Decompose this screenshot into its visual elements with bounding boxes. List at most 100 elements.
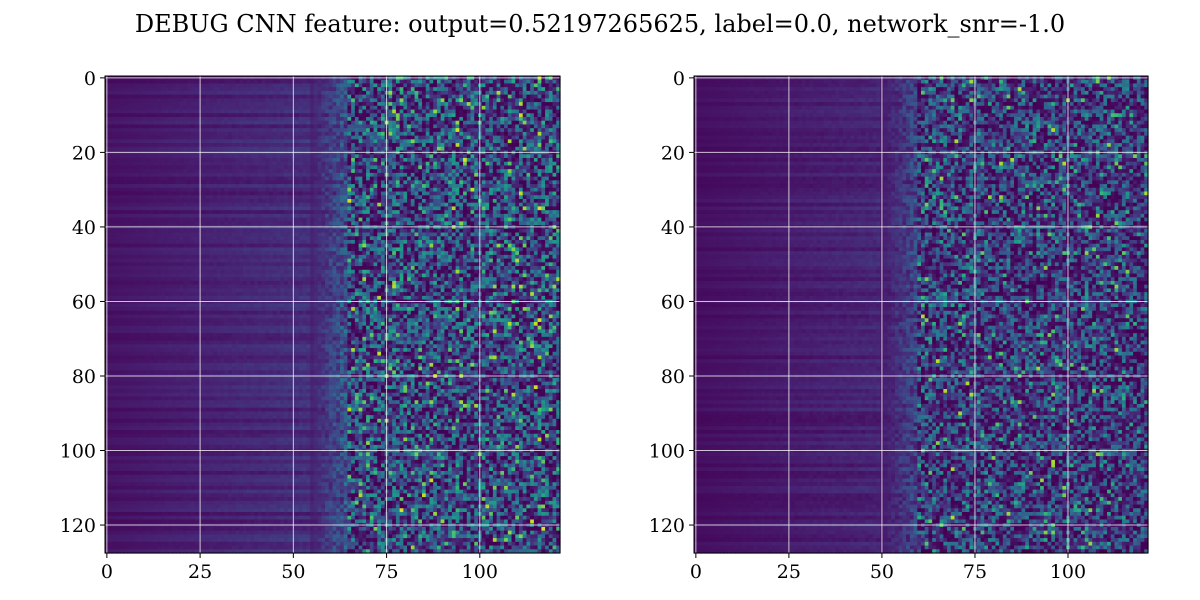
heatmap-cell: [518, 124, 524, 129]
heatmap-cell: [347, 102, 352, 107]
heatmap-cell: [556, 176, 561, 181]
heatmap-cell: [444, 202, 449, 208]
heatmap-cell: [537, 116, 542, 122]
heatmap-cell: [511, 217, 516, 222]
heatmap-cell: [287, 124, 293, 129]
heatmap-cell: [496, 161, 501, 167]
heatmap-cell: [533, 139, 539, 144]
heatmap-cell: [369, 102, 375, 107]
heatmap-cell: [552, 198, 557, 204]
heatmap-cell: [179, 128, 184, 133]
heatmap-cell: [298, 79, 304, 85]
heatmap-cell: [533, 213, 539, 219]
heatmap-cell: [422, 120, 427, 126]
heatmap-cell: [325, 90, 330, 96]
heatmap-cell: [489, 102, 494, 107]
heatmap-cell: [220, 113, 225, 118]
heatmap-cell: [310, 210, 315, 215]
heatmap-cell: [332, 113, 337, 118]
heatmap-cell: [366, 90, 371, 96]
heatmap-cell: [216, 161, 222, 167]
heatmap-cell: [239, 128, 244, 133]
heatmap-cell: [190, 131, 196, 137]
heatmap-cell: [388, 169, 393, 174]
heatmap-cell: [257, 146, 263, 152]
heatmap-cell: [246, 157, 252, 163]
heatmap-cell: [246, 87, 252, 92]
heatmap-cell: [108, 139, 114, 144]
heatmap-cell: [392, 102, 397, 107]
heatmap-cell: [298, 198, 304, 204]
heatmap-cell: [522, 202, 528, 208]
heatmap-cell: [485, 187, 490, 193]
heatmap-cell: [433, 221, 438, 226]
heatmap-cell: [388, 210, 393, 215]
heatmap-cell: [332, 202, 337, 208]
heatmap-cell: [518, 105, 524, 111]
heatmap-cell: [149, 165, 155, 170]
heatmap-cell: [526, 94, 531, 99]
heatmap-cell: [541, 79, 546, 85]
heatmap-cell: [511, 195, 516, 200]
heatmap-cell: [485, 213, 490, 219]
heatmap-cell: [392, 169, 397, 174]
heatmap-cell: [228, 172, 233, 178]
heatmap-cell: [440, 116, 445, 122]
heatmap-cell: [425, 135, 431, 140]
heatmap-cell: [272, 98, 278, 103]
heatmap-cell: [533, 154, 539, 159]
heatmap-cell: [201, 79, 207, 85]
heatmap-cell: [422, 83, 427, 88]
heatmap-cell: [138, 161, 143, 167]
heatmap-cell: [448, 116, 453, 122]
heatmap-cell: [485, 120, 490, 126]
heatmap-cell: [269, 90, 274, 96]
heatmap-cell: [280, 191, 285, 196]
heatmap-cell: [134, 206, 140, 211]
heatmap-cell: [373, 79, 378, 85]
heatmap-cell: [224, 169, 229, 174]
heatmap-cell: [149, 102, 155, 107]
heatmap-cell: [280, 135, 285, 140]
heatmap-cell: [134, 98, 140, 103]
heatmap-cell: [112, 87, 117, 92]
heatmap-cell: [183, 221, 188, 226]
heatmap-cell: [175, 113, 181, 118]
heatmap-cell: [451, 213, 457, 219]
heatmap-cell: [470, 139, 475, 144]
heatmap-cell: [138, 195, 143, 200]
heatmap-cell: [395, 105, 401, 111]
heatmap-cell: [235, 87, 240, 92]
heatmap-cell: [242, 169, 248, 174]
heatmap-cell: [317, 213, 322, 219]
heatmap-cell: [515, 102, 520, 107]
heatmap-cell: [261, 180, 266, 185]
heatmap-cell: [131, 124, 136, 129]
heatmap-cell: [332, 206, 337, 211]
heatmap-cell: [205, 146, 211, 152]
heatmap-cell: [395, 131, 401, 137]
heatmap-cell: [131, 113, 136, 118]
heatmap-cell: [287, 213, 293, 219]
heatmap-cell: [366, 198, 371, 204]
heatmap-cell: [235, 165, 240, 170]
heatmap-cell: [433, 146, 438, 152]
heatmap-cell: [489, 116, 494, 122]
heatmap-cell: [362, 161, 367, 167]
heatmap-cell: [436, 90, 442, 96]
heatmap-cell: [395, 191, 401, 196]
heatmap-cell: [306, 83, 311, 88]
heatmap-cell: [317, 172, 322, 178]
heatmap-cell: [231, 135, 237, 140]
heatmap-cell: [310, 124, 315, 129]
heatmap-cell: [164, 206, 169, 211]
heatmap-cell: [474, 94, 479, 99]
heatmap-cell: [422, 143, 427, 148]
heatmap-cell: [160, 180, 166, 185]
heatmap-cell: [224, 128, 229, 133]
heatmap-cell: [168, 206, 173, 211]
heatmap-cell: [347, 198, 352, 204]
heatmap-cell: [313, 128, 319, 133]
heatmap-cell: [548, 198, 554, 204]
heatmap-cell: [127, 221, 132, 226]
